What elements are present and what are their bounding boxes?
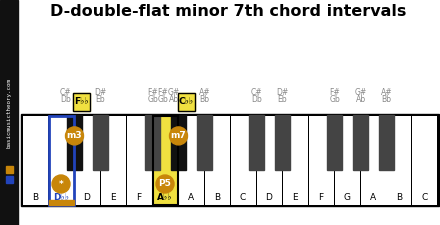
Text: F#: F# (157, 88, 168, 97)
Text: C: C (240, 194, 246, 202)
Bar (386, 115, 411, 205)
Circle shape (52, 175, 70, 193)
Text: m3: m3 (67, 131, 82, 140)
Text: Db: Db (60, 95, 71, 104)
Text: B: B (214, 194, 220, 202)
Bar (153, 115, 177, 205)
Text: C♭♭: C♭♭ (179, 97, 194, 106)
Text: *: * (59, 180, 63, 189)
Text: D: D (266, 194, 272, 202)
Text: A#: A# (381, 88, 392, 97)
Bar (179, 115, 203, 205)
Text: D-double-flat minor 7th chord intervals: D-double-flat minor 7th chord intervals (50, 4, 406, 18)
Bar (282, 115, 308, 205)
Text: G: G (344, 194, 351, 202)
Bar (205, 115, 230, 205)
Circle shape (169, 127, 187, 145)
Bar (0, 0, 18, 225)
Bar (74, 115, 99, 205)
Text: Ab: Ab (169, 95, 179, 104)
Text: B: B (396, 194, 402, 202)
Circle shape (156, 175, 174, 193)
Bar (178, 93, 195, 111)
Bar (67, 115, 82, 170)
Bar (22, 115, 48, 205)
Text: basicmusictheory.com: basicmusictheory.com (7, 77, 11, 148)
Bar (353, 115, 368, 170)
Text: F#: F# (329, 88, 340, 97)
Text: Eb: Eb (95, 95, 105, 104)
Bar (171, 115, 186, 170)
Text: Db: Db (251, 95, 262, 104)
Text: E: E (110, 194, 116, 202)
Bar (275, 115, 290, 170)
Text: Eb: Eb (278, 95, 287, 104)
Bar (197, 115, 212, 170)
Text: G#: G# (167, 88, 180, 97)
Text: E: E (292, 194, 298, 202)
Bar (93, 115, 108, 170)
Text: Gb: Gb (329, 95, 340, 104)
Bar (334, 115, 359, 205)
Bar (249, 115, 264, 170)
Text: D#: D# (94, 88, 106, 97)
Text: C#: C# (60, 88, 71, 97)
Text: B: B (32, 194, 38, 202)
Bar (231, 115, 256, 205)
Bar (48, 115, 73, 205)
Bar (6, 166, 12, 173)
Text: D♭♭: D♭♭ (53, 194, 69, 202)
Text: Bb: Bb (381, 95, 392, 104)
Bar (100, 115, 125, 205)
Bar (308, 115, 334, 205)
Bar (73, 93, 90, 111)
Text: C#: C# (251, 88, 262, 97)
Text: F: F (136, 194, 142, 202)
Text: F♭♭: F♭♭ (74, 97, 89, 106)
Bar (21, 114, 439, 206)
Text: A♭♭: A♭♭ (157, 194, 173, 202)
Bar (48, 200, 73, 205)
Bar (360, 115, 385, 205)
Text: D#: D# (276, 88, 289, 97)
Text: Gb: Gb (147, 95, 158, 104)
Bar (257, 115, 282, 205)
Bar (127, 115, 151, 205)
Bar (379, 115, 394, 170)
Text: A: A (370, 194, 376, 202)
Bar (327, 115, 342, 170)
Text: Ab: Ab (356, 95, 366, 104)
Bar (145, 115, 160, 170)
Text: C: C (422, 194, 428, 202)
Bar (6, 176, 12, 183)
Text: F#: F# (147, 88, 158, 97)
Text: A: A (188, 194, 194, 202)
Bar (412, 115, 437, 205)
Circle shape (66, 127, 84, 145)
Text: F: F (319, 194, 323, 202)
Text: Gb: Gb (157, 95, 168, 104)
Text: Bb: Bb (199, 95, 209, 104)
Bar (48, 115, 73, 205)
Text: D: D (84, 194, 91, 202)
Text: G#: G# (354, 88, 367, 97)
Bar (73, 93, 90, 111)
Bar (153, 115, 177, 205)
Bar (178, 93, 195, 111)
Text: P5: P5 (158, 180, 172, 189)
Text: m7: m7 (171, 131, 187, 140)
Text: A#: A# (199, 88, 210, 97)
